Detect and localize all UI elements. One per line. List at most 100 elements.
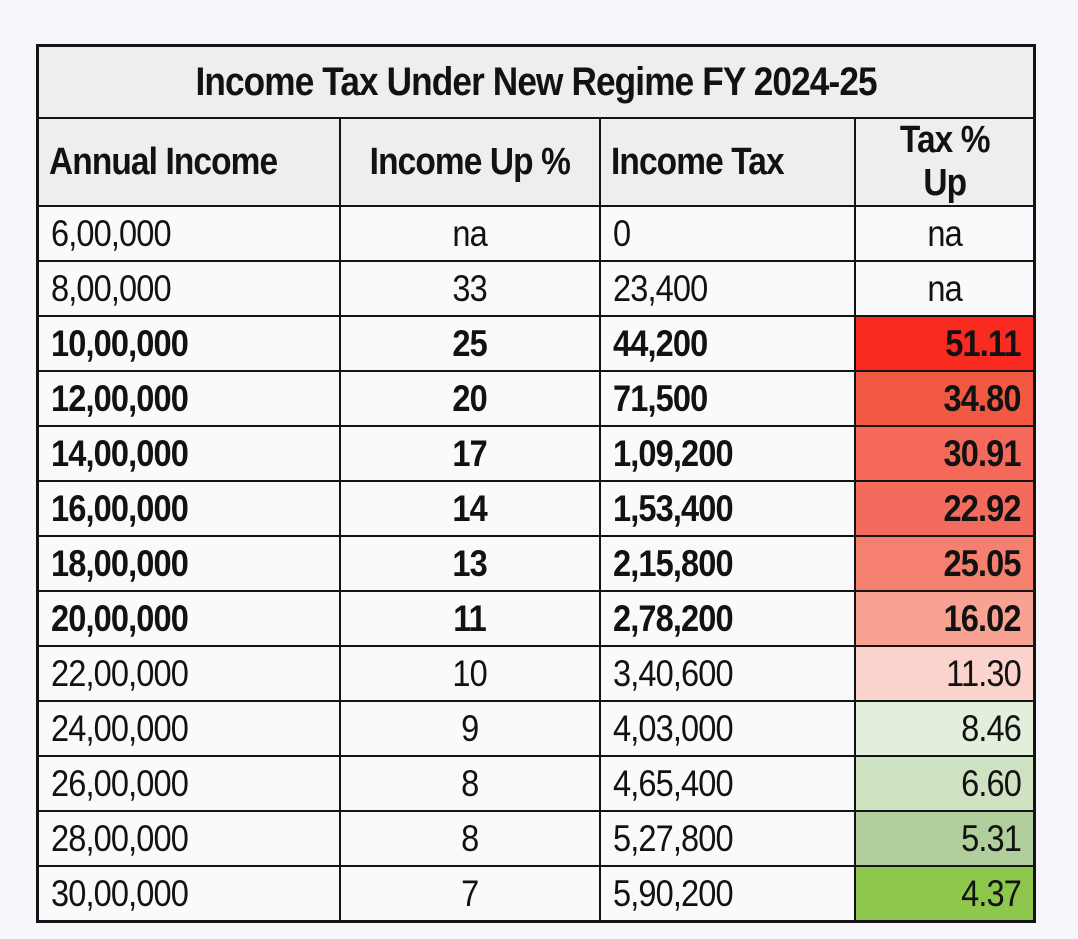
header-row: Annual Income Income Up % Income Tax Tax…	[36, 117, 1036, 207]
income-tax-cell-value: 2,78,200	[612, 597, 734, 639]
table-row: 26,00,000 8 4,65,400 6.60	[36, 755, 1036, 812]
income-tax-cell: 44,200	[598, 315, 856, 372]
income-up-pct-cell: 13	[338, 535, 601, 592]
annual-income-cell-value: 22,00,000	[51, 652, 189, 694]
income-up-pct-cell: 9	[338, 700, 601, 757]
income-up-pct-cell-value: 20	[452, 377, 487, 419]
income-tax-cell: 1,53,400	[598, 480, 856, 537]
income-up-pct-cell-value: 8	[460, 817, 479, 859]
tax-pct-up-cell: 34.80	[853, 370, 1036, 427]
tax-pct-up-cell: 16.02	[853, 590, 1036, 647]
income-up-pct-cell-value: 33	[452, 267, 487, 309]
table-row: 24,00,000 9 4,03,000 8.46	[36, 700, 1036, 757]
tax-pct-up-cell: 25.05	[853, 535, 1036, 592]
annual-income-cell: 22,00,000	[36, 645, 341, 702]
income-tax-cell: 4,03,000	[598, 700, 856, 757]
income-up-pct-cell-value: 14	[452, 487, 487, 529]
table-row: 20,00,000 11 2,78,200 16.02	[36, 590, 1036, 647]
income-up-pct-cell-value: 8	[460, 762, 479, 804]
income-up-pct-cell: 25	[338, 315, 601, 372]
income-up-pct-cell: 7	[338, 865, 601, 923]
income-tax-cell-value: 5,27,800	[612, 817, 734, 859]
income-tax-cell-value: 3,40,600	[612, 652, 734, 694]
tax-pct-up-cell-value: 5.31	[961, 817, 1022, 859]
income-tax-cell: 23,400	[598, 260, 856, 317]
annual-income-cell-value: 16,00,000	[51, 487, 189, 529]
annual-income-cell-value: 12,00,000	[51, 377, 189, 419]
table-title: Income Tax Under New Regime FY 2024-25	[36, 44, 1036, 119]
tax-pct-up-cell: 22.92	[853, 480, 1036, 537]
table-row: 12,00,000 20 71,500 34.80	[36, 370, 1036, 427]
annual-income-cell-value: 18,00,000	[51, 542, 189, 584]
income-up-pct-cell-value: 9	[460, 707, 479, 749]
income-tax-cell: 2,78,200	[598, 590, 856, 647]
annual-income-cell: 26,00,000	[36, 755, 341, 812]
tax-pct-up-cell: 8.46	[853, 700, 1036, 757]
tax-pct-up-cell-value: 25.05	[943, 542, 1022, 584]
annual-income-cell: 8,00,000	[36, 260, 341, 317]
table-title-text: Income Tax Under New Regime FY 2024-25	[195, 59, 877, 104]
income-up-pct-cell-value: 13	[452, 542, 487, 584]
tax-pct-up-cell-value: na	[927, 267, 962, 309]
table-row: 6,00,000 na 0 na	[36, 205, 1036, 262]
annual-income-cell-value: 24,00,000	[51, 707, 189, 749]
annual-income-cell: 16,00,000	[36, 480, 341, 537]
income-tax-cell: 5,90,200	[598, 865, 856, 923]
table-row: 18,00,000 13 2,15,800 25.05	[36, 535, 1036, 592]
annual-income-cell-value: 8,00,000	[51, 267, 172, 309]
annual-income-cell-value: 14,00,000	[51, 432, 189, 474]
title-row: Income Tax Under New Regime FY 2024-25	[36, 44, 1036, 119]
tax-pct-up-cell-value: na	[927, 212, 962, 254]
tax-pct-up-cell-value: 6.60	[961, 762, 1022, 804]
income-up-pct-cell-value: 7	[460, 872, 479, 914]
table-row: 16,00,000 14 1,53,400 22.92	[36, 480, 1036, 537]
tax-pct-up-cell-value: 4.37	[961, 872, 1022, 914]
tax-pct-up-cell: na	[853, 205, 1036, 262]
income-up-pct-cell: 20	[338, 370, 601, 427]
tax-pct-up-cell: 11.30	[853, 645, 1036, 702]
tax-pct-up-cell: 5.31	[853, 810, 1036, 867]
table-row: 8,00,000 33 23,400 na	[36, 260, 1036, 317]
income-tax-cell-value: 4,03,000	[612, 707, 734, 749]
income-up-pct-cell-value: 11	[453, 597, 487, 639]
table-row: 30,00,000 7 5,90,200 4.37	[36, 865, 1036, 923]
annual-income-cell: 14,00,000	[36, 425, 341, 482]
tax-pct-up-cell-value: 30.91	[943, 432, 1022, 474]
annual-income-cell-value: 10,00,000	[51, 322, 189, 364]
income-up-pct-cell-value: na	[452, 212, 487, 254]
table-row: 28,00,000 8 5,27,800 5.31	[36, 810, 1036, 867]
income-up-pct-cell: 17	[338, 425, 601, 482]
annual-income-cell-value: 28,00,000	[51, 817, 189, 859]
annual-income-cell: 6,00,000	[36, 205, 341, 262]
income-tax-cell: 5,27,800	[598, 810, 856, 867]
income-tax-table: Income Tax Under New Regime FY 2024-25 A…	[36, 44, 1037, 923]
column-header-tax-pct-up: Tax % Up	[853, 117, 1036, 207]
income-up-pct-cell: 8	[338, 810, 601, 867]
annual-income-cell: 24,00,000	[36, 700, 341, 757]
table-body: 6,00,000 na 0 na 8,00,000 33 23,400 na 10,00,000…	[36, 205, 1036, 923]
income-tax-cell: 0	[598, 205, 856, 262]
annual-income-cell-value: 30,00,000	[51, 872, 189, 914]
annual-income-cell: 30,00,000	[36, 865, 341, 923]
income-tax-cell: 1,09,200	[598, 425, 856, 482]
annual-income-cell: 10,00,000	[36, 315, 341, 372]
tax-pct-up-cell: 30.91	[853, 425, 1036, 482]
table-row: 10,00,000 25 44,200 51.11	[36, 315, 1036, 372]
annual-income-cell: 12,00,000	[36, 370, 341, 427]
annual-income-cell-value: 6,00,000	[51, 212, 172, 254]
income-up-pct-cell-value: 25	[452, 322, 487, 364]
income-tax-cell: 3,40,600	[598, 645, 856, 702]
income-tax-cell-value: 4,65,400	[612, 762, 734, 804]
income-tax-cell-value: 71,500	[612, 377, 708, 419]
table-row: 22,00,000 10 3,40,600 11.30	[36, 645, 1036, 702]
annual-income-cell-value: 20,00,000	[51, 597, 189, 639]
annual-income-cell: 28,00,000	[36, 810, 341, 867]
tax-pct-up-cell: 6.60	[853, 755, 1036, 812]
tax-pct-up-cell-value: 16.02	[943, 597, 1022, 639]
tax-pct-up-cell-value: 51.11	[945, 322, 1022, 364]
annual-income-cell: 18,00,000	[36, 535, 341, 592]
income-up-pct-cell: 14	[338, 480, 601, 537]
income-tax-cell-value: 1,53,400	[612, 487, 734, 529]
income-tax-cell: 2,15,800	[598, 535, 856, 592]
table-row: 14,00,000 17 1,09,200 30.91	[36, 425, 1036, 482]
